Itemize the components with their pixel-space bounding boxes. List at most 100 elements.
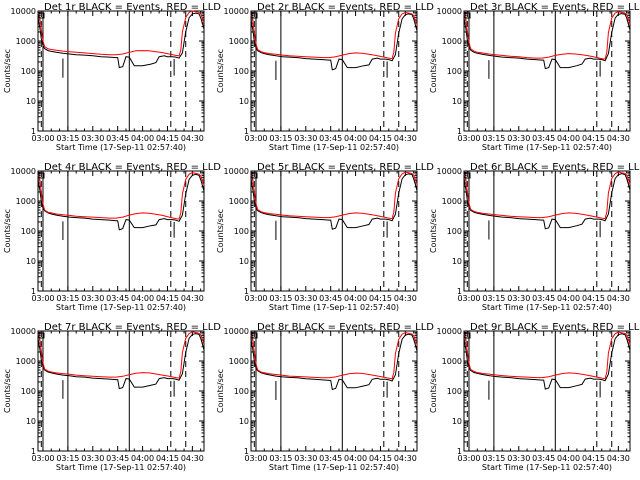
x-tick-label: 04:00 bbox=[344, 454, 367, 463]
y-tick-label: 100 bbox=[447, 387, 462, 396]
lld-series-line bbox=[250, 331, 418, 380]
chart-panel-4: Det 4r BLACK = Events, RED = LLD 1 10 100 10… bbox=[3, 162, 221, 312]
y-tick-label: 1 bbox=[457, 287, 462, 296]
y-tick-label: 100 bbox=[447, 227, 462, 236]
y-tick-label: 1000 bbox=[229, 197, 249, 206]
y-tick-label: 10000 bbox=[224, 7, 249, 16]
lld-series-line bbox=[250, 11, 418, 60]
y-tick-label: 10 bbox=[26, 257, 36, 266]
x-tick-label: 03:00 bbox=[244, 294, 267, 303]
lld-series-line bbox=[250, 171, 418, 220]
x-tick-label: 03:15 bbox=[269, 454, 292, 463]
panel-title: Det 6r BLACK = Events, RED = LLD bbox=[470, 162, 640, 173]
y-tick-label: 10000 bbox=[437, 167, 462, 176]
x-tick-label: 03:00 bbox=[244, 134, 267, 143]
y-tick-label: 1 bbox=[244, 287, 249, 296]
y-tick-label: 10 bbox=[452, 257, 462, 266]
y-tick-label: 1000 bbox=[442, 197, 462, 206]
x-tick-label: 03:45 bbox=[532, 134, 555, 143]
x-tick-label: 04:30 bbox=[394, 294, 417, 303]
corner-marker bbox=[464, 12, 471, 19]
chart-panel-2: Det 2r BLACK = Events, RED = LLD 1 10 100 10… bbox=[216, 2, 434, 152]
y-tick-label: 10 bbox=[452, 97, 462, 106]
x-tick-label: 03:45 bbox=[106, 294, 129, 303]
y-tick-label: 1000 bbox=[229, 37, 249, 46]
x-tick-label: 04:00 bbox=[344, 134, 367, 143]
x-tick-label: 03:45 bbox=[106, 454, 129, 463]
y-tick-label: 1000 bbox=[442, 37, 462, 46]
x-tick-label: 04:30 bbox=[181, 294, 204, 303]
x-tick-label: 03:15 bbox=[269, 134, 292, 143]
y-tick-label: 1 bbox=[244, 447, 249, 456]
y-tick-label: 1000 bbox=[16, 37, 36, 46]
x-tick-label: 04:00 bbox=[557, 134, 580, 143]
x-tick-label: 03:00 bbox=[457, 454, 480, 463]
y-axis-label: Counts/sec bbox=[216, 209, 225, 253]
x-tick-label: 03:15 bbox=[56, 454, 79, 463]
panel-title: Det 9r BLACK = Events, RED = LLD bbox=[470, 322, 640, 333]
panel-title: Det 5r BLACK = Events, RED = LLD bbox=[257, 162, 434, 173]
chart-panel-7: Det 7r BLACK = Events, RED = LLD 1 10 100 10… bbox=[3, 322, 221, 472]
x-axis-label: Start Time (17-Sep-11 02:57:40) bbox=[482, 303, 612, 312]
corner-marker bbox=[251, 332, 258, 339]
x-tick-label: 04:30 bbox=[181, 134, 204, 143]
x-tick-label: 03:30 bbox=[507, 294, 530, 303]
events-series-line bbox=[250, 13, 418, 71]
panel-title: Det 8r BLACK = Events, RED = LLD bbox=[257, 322, 434, 333]
y-tick-label: 1000 bbox=[442, 357, 462, 366]
panel-title: Det 2r BLACK = Events, RED = LLD bbox=[257, 2, 434, 13]
x-tick-label: 04:15 bbox=[156, 134, 179, 143]
y-tick-label: 10000 bbox=[224, 167, 249, 176]
y-tick-label: 100 bbox=[234, 67, 249, 76]
x-tick-label: 03:45 bbox=[106, 134, 129, 143]
corner-marker bbox=[38, 172, 45, 179]
events-series-line bbox=[463, 173, 631, 230]
x-tick-label: 04:15 bbox=[369, 134, 392, 143]
x-tick-label: 03:30 bbox=[507, 134, 530, 143]
x-tick-label: 03:30 bbox=[81, 294, 104, 303]
y-tick-label: 10 bbox=[26, 417, 36, 426]
y-tick-label: 10000 bbox=[11, 167, 36, 176]
x-tick-label: 03:30 bbox=[81, 134, 104, 143]
lld-series-line bbox=[37, 331, 205, 379]
x-tick-label: 04:15 bbox=[369, 454, 392, 463]
x-axis-label: Start Time (17-Sep-11 02:57:40) bbox=[269, 143, 399, 152]
corner-marker bbox=[251, 12, 258, 19]
x-tick-label: 04:00 bbox=[557, 294, 580, 303]
corner-marker bbox=[251, 172, 258, 179]
y-tick-label: 10 bbox=[239, 417, 249, 426]
y-tick-label: 10000 bbox=[11, 7, 36, 16]
x-tick-label: 03:45 bbox=[319, 294, 342, 303]
x-axis-label: Start Time (17-Sep-11 02:57:40) bbox=[56, 303, 186, 312]
x-tick-label: 03:30 bbox=[81, 454, 104, 463]
y-tick-label: 10 bbox=[239, 257, 249, 266]
y-tick-label: 1 bbox=[31, 447, 36, 456]
y-axis-label: Counts/sec bbox=[429, 49, 438, 93]
y-axis-label: Counts/sec bbox=[216, 369, 225, 413]
y-tick-label: 100 bbox=[234, 227, 249, 236]
x-tick-label: 03:00 bbox=[31, 294, 54, 303]
x-tick-label: 03:45 bbox=[319, 454, 342, 463]
x-tick-label: 03:00 bbox=[457, 294, 480, 303]
y-tick-label: 1 bbox=[457, 127, 462, 136]
x-tick-label: 04:30 bbox=[607, 454, 630, 463]
corner-marker bbox=[38, 12, 45, 19]
x-tick-label: 04:30 bbox=[181, 454, 204, 463]
x-tick-label: 03:15 bbox=[269, 294, 292, 303]
x-tick-label: 04:15 bbox=[156, 294, 179, 303]
corner-marker bbox=[38, 332, 45, 339]
x-tick-label: 04:30 bbox=[607, 294, 630, 303]
panel-title: Det 4r BLACK = Events, RED = LLD bbox=[44, 162, 221, 173]
x-axis-label: Start Time (17-Sep-11 02:57:40) bbox=[56, 143, 186, 152]
y-tick-label: 1000 bbox=[16, 357, 36, 366]
x-tick-label: 03:00 bbox=[31, 454, 54, 463]
x-axis-label: Start Time (17-Sep-11 02:57:40) bbox=[56, 463, 186, 472]
x-tick-label: 04:30 bbox=[394, 454, 417, 463]
x-tick-label: 04:15 bbox=[156, 454, 179, 463]
chart-panel-9: Det 9r BLACK = Events, RED = LLD 1 10 100 10… bbox=[429, 322, 640, 472]
x-tick-label: 03:15 bbox=[56, 294, 79, 303]
x-tick-label: 03:30 bbox=[507, 454, 530, 463]
x-tick-label: 04:15 bbox=[582, 134, 605, 143]
y-tick-label: 10 bbox=[239, 97, 249, 106]
